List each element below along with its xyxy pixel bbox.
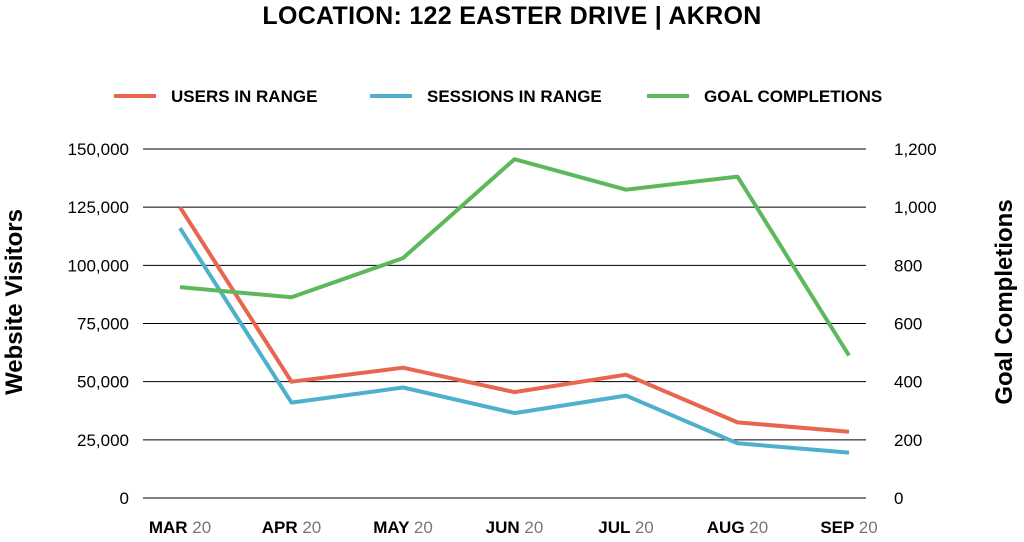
legend: USERS IN RANGE SESSIONS IN RANGE GOAL COMP… xyxy=(114,87,882,106)
x-tick-label: JUL 20 xyxy=(598,518,653,537)
x-tick-month: JUL xyxy=(598,518,635,537)
x-tick-label: MAR 20 xyxy=(149,518,211,537)
series-line-0 xyxy=(178,206,850,434)
y-left-tick-label: 25,000 xyxy=(77,431,129,450)
x-tick-year: 20 xyxy=(749,518,768,537)
gridlines xyxy=(143,148,866,499)
y-right-tick-label: 1,200 xyxy=(894,140,937,159)
x-tick-year: 20 xyxy=(635,518,654,537)
y-right-tick-label: 600 xyxy=(894,315,922,334)
series-line-2 xyxy=(179,157,851,357)
legend-label: GOAL COMPLETIONS xyxy=(704,87,882,106)
y-left-axis-title: Website Visitors xyxy=(1,209,28,395)
x-tick-year: 20 xyxy=(524,518,543,537)
x-tick-month: SEP xyxy=(820,518,858,537)
x-tick-label: SEP 20 xyxy=(820,518,877,537)
x-tick-year: 20 xyxy=(302,518,321,537)
y-right-axis-title: Goal Completions xyxy=(991,199,1018,404)
x-axis-ticks: MAR 20 APR 20 MAY 20 JUN 20 JUL 20 AUG 20 SEP … xyxy=(149,518,878,537)
y-right-tick-label: 1,000 xyxy=(894,198,937,217)
series-lines xyxy=(178,157,851,455)
x-tick-label: JUN 20 xyxy=(486,518,544,537)
y-left-tick-label: 50,000 xyxy=(77,373,129,392)
y-left-tick-label: 0 xyxy=(120,489,129,508)
x-tick-month: MAY xyxy=(373,518,414,537)
y-left-tick-label: 150,000 xyxy=(68,140,129,159)
x-tick-year: 20 xyxy=(859,518,878,537)
right-axis-ticks: 0 200 400 600 800 1,000 1,200 xyxy=(894,140,937,508)
left-axis-ticks: 0 25,000 50,000 75,000 100,000 125,000 150,000 xyxy=(68,140,129,508)
x-tick-year: 20 xyxy=(414,518,433,537)
x-tick-label: MAY 20 xyxy=(373,518,433,537)
y-right-tick-label: 400 xyxy=(894,373,922,392)
x-tick-month: MAR xyxy=(149,518,192,537)
series-line-1 xyxy=(178,227,850,455)
legend-label: SESSIONS IN RANGE xyxy=(427,87,602,106)
legend-label: USERS IN RANGE xyxy=(171,87,317,106)
x-tick-month: AUG xyxy=(707,518,750,537)
x-tick-month: APR xyxy=(262,518,303,537)
x-tick-label: APR 20 xyxy=(262,518,322,537)
y-left-tick-label: 75,000 xyxy=(77,315,129,334)
x-tick-year: 20 xyxy=(192,518,211,537)
y-right-tick-label: 800 xyxy=(894,256,922,275)
chart-title: LOCATION: 122 EASTER DRIVE | AKRON xyxy=(262,2,761,30)
y-right-tick-label: 200 xyxy=(894,431,922,450)
y-left-tick-label: 100,000 xyxy=(68,256,129,275)
legend-item-2: GOAL COMPLETIONS xyxy=(647,87,882,106)
y-right-tick-label: 0 xyxy=(894,489,903,508)
x-tick-label: AUG 20 xyxy=(707,518,768,537)
x-tick-month: JUN xyxy=(486,518,525,537)
legend-item-1: SESSIONS IN RANGE xyxy=(370,87,602,106)
legend-item-0: USERS IN RANGE xyxy=(114,87,317,106)
y-left-tick-label: 125,000 xyxy=(68,198,129,217)
